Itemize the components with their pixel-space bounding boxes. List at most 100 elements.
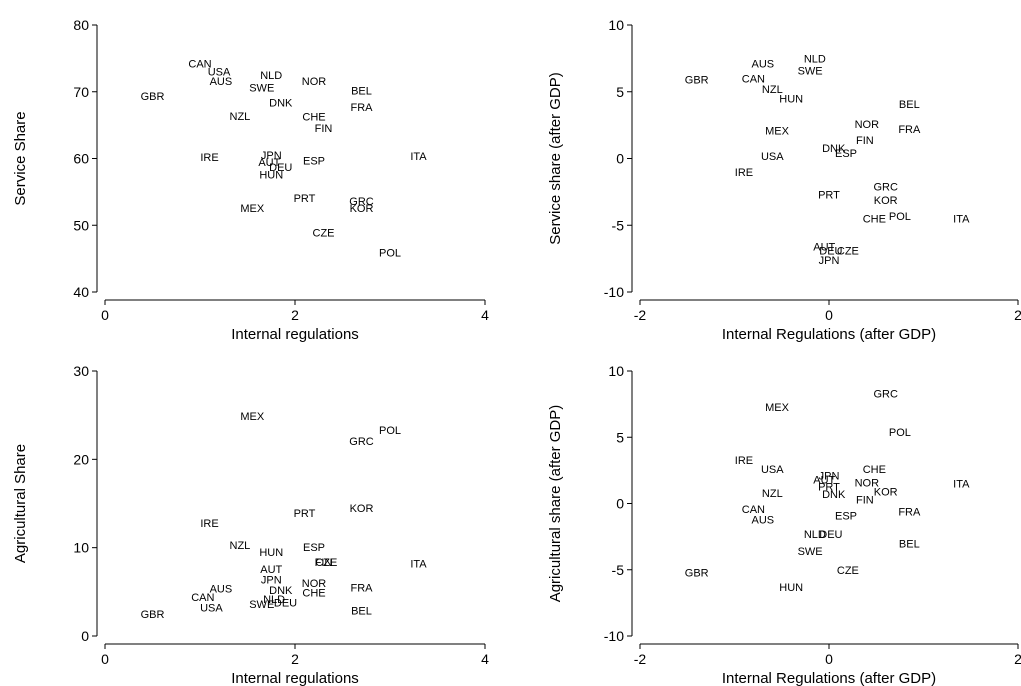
panel-bottom-left: 0 10 20 30 0 2 4 Internal regulations Agricultur… <box>12 363 489 686</box>
point-label-nld: NLD <box>263 594 285 606</box>
point-label-mex: MEX <box>765 402 790 414</box>
point-label-fra: FRA <box>351 102 374 114</box>
point-label-fra: FRA <box>898 124 921 136</box>
point-label-jpn: JPN <box>819 471 840 483</box>
x-tick-label: -2 <box>634 307 647 323</box>
point-label-deu: DEU <box>819 529 842 541</box>
point-label-ita: ITA <box>953 214 970 226</box>
point-label-bel: BEL <box>899 538 920 550</box>
point-label-pol: POL <box>889 211 911 223</box>
x-tick-label: 0 <box>101 651 109 667</box>
point-label-esp: ESP <box>303 542 325 554</box>
x-tick-label: 0 <box>825 307 833 323</box>
point-label-fin: FIN <box>315 123 333 135</box>
point-label-cze: CZE <box>837 246 859 258</box>
point-label-prt: PRT <box>818 481 840 493</box>
y-tick-label: 80 <box>73 17 89 33</box>
y-tick-label: -5 <box>612 217 625 233</box>
point-label-swe: SWE <box>249 599 274 611</box>
point-label-nzl: NZL <box>762 488 783 500</box>
point-label-ita: ITA <box>953 479 970 491</box>
point-label-fin: FIN <box>856 495 874 507</box>
point-label-nor: NOR <box>855 119 880 131</box>
point-label-fra: FRA <box>351 582 374 594</box>
point-label-nld: NLD <box>804 53 826 65</box>
point-label-can: CAN <box>742 504 765 516</box>
point-label-bel: BEL <box>899 99 920 111</box>
point-label-can: CAN <box>191 592 214 604</box>
x-tick-label: 2 <box>1014 651 1021 667</box>
y-tick-label: 0 <box>616 496 624 512</box>
y-tick-label: 10 <box>608 363 624 379</box>
point-label-esp: ESP <box>835 148 857 160</box>
y-tick-label: -5 <box>612 562 625 578</box>
point-label-deu: DEU <box>274 597 297 609</box>
point-label-cze: CZE <box>837 565 859 577</box>
point-label-bel: BEL <box>351 605 372 617</box>
point-label-esp: ESP <box>835 510 857 522</box>
point-label-che: CHE <box>863 214 886 226</box>
point-label-che: CHE <box>863 464 886 476</box>
point-label-mex: MEX <box>765 125 790 137</box>
y-axis-title: Agricultural Share <box>12 444 29 563</box>
point-label-nor: NOR <box>855 477 880 489</box>
point-label-prt: PRT <box>818 190 840 202</box>
point-label-kor: KOR <box>874 487 898 499</box>
point-label-gbr: GBR <box>141 91 165 103</box>
point-label-dnk: DNK <box>269 97 293 109</box>
point-label-kor: KOR <box>350 503 374 515</box>
point-label-esp: ESP <box>303 156 325 168</box>
point-label-ire: IRE <box>735 167 753 179</box>
point-label-can: CAN <box>188 59 211 71</box>
point-label-swe: SWE <box>798 65 823 77</box>
point-label-jpn: JPN <box>261 574 282 586</box>
x-tick-label: 2 <box>291 307 299 323</box>
x-tick-label: -2 <box>634 651 647 667</box>
point-label-aus: AUS <box>752 59 775 71</box>
point-label-swe: SWE <box>249 83 274 95</box>
y-axis-title: Service Share <box>12 111 29 205</box>
point-label-mex: MEX <box>240 203 265 215</box>
point-label-kor: KOR <box>350 203 374 215</box>
point-label-aut: AUT <box>258 157 280 169</box>
point-label-cze: CZE <box>313 228 335 240</box>
x-tick-label: 0 <box>101 307 109 323</box>
point-label-aus: AUS <box>752 514 775 526</box>
point-label-nld: NLD <box>804 529 826 541</box>
point-label-kor: KOR <box>874 195 898 207</box>
point-label-aus: AUS <box>210 583 233 595</box>
point-label-che: CHE <box>302 111 325 123</box>
point-label-dnk: DNK <box>269 585 293 597</box>
y-tick-label: 5 <box>616 429 624 445</box>
point-label-ire: IRE <box>200 518 218 530</box>
y-tick-label: 20 <box>73 451 89 467</box>
x-axis-title: Internal regulations <box>231 670 359 686</box>
y-tick-label: 40 <box>73 284 89 300</box>
y-tick-label: 10 <box>73 540 89 556</box>
point-label-usa: USA <box>200 603 223 615</box>
y-tick-label: 70 <box>73 84 89 100</box>
point-label-prt: PRT <box>294 193 316 205</box>
x-axis-title: Internal regulations <box>231 326 359 343</box>
point-label-pol: POL <box>889 427 911 439</box>
y-axis-title: Agricultural share (after GDP) <box>547 405 564 603</box>
point-label-jpn: JPN <box>819 255 840 267</box>
y-tick-label: 10 <box>608 17 624 33</box>
y-tick-label: 0 <box>616 151 624 167</box>
point-label-fra: FRA <box>898 506 921 518</box>
panel-top-left: 40 50 60 70 80 0 2 4 Internal regulations Service… <box>12 17 489 343</box>
point-label-gbr: GBR <box>685 567 709 579</box>
point-label-dnk: DNK <box>822 143 846 155</box>
point-label-mex: MEX <box>240 411 265 423</box>
point-label-bel: BEL <box>351 85 372 97</box>
point-label-ita: ITA <box>410 151 427 163</box>
point-label-cze: CZE <box>315 557 337 569</box>
point-label-che: CHE <box>302 588 325 600</box>
point-label-fin: FIN <box>315 557 333 569</box>
point-label-gbr: GBR <box>685 75 709 87</box>
point-label-pol: POL <box>379 425 401 437</box>
point-label-aus: AUS <box>210 76 233 88</box>
point-label-grc: GRC <box>873 182 898 194</box>
x-tick-label: 2 <box>1014 307 1021 323</box>
